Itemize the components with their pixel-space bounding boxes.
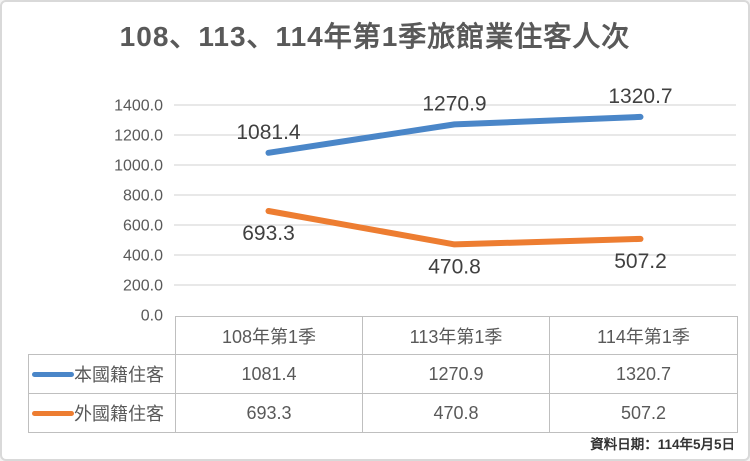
legend-cell-foreign: 外國籍住客 <box>28 393 176 433</box>
y-axis-tick-label: 1000.0 <box>114 158 163 175</box>
table-cell: 1320.7 <box>549 354 738 394</box>
column-header: 113年第1季 <box>362 316 550 355</box>
y-axis-tick-label: 400.0 <box>123 248 163 265</box>
series1-label: 本國籍住客 <box>74 365 164 385</box>
series-line <box>265 113 644 156</box>
y-axis-tick-label: 200.0 <box>123 278 163 295</box>
table-header-row: 108年第1季 113年第1季 114年第1季 <box>29 316 738 355</box>
table-cell: 693.3 <box>175 393 363 433</box>
data-label: 507.2 <box>614 250 667 273</box>
data-label: 1081.4 <box>236 121 301 144</box>
table-row: 本國籍住客 1081.4 1270.9 1320.7 <box>28 354 738 394</box>
table-cell: 507.2 <box>549 393 738 433</box>
data-label: 470.8 <box>428 255 481 278</box>
series2-legend-line-icon <box>32 410 74 416</box>
table-cell: 470.8 <box>362 393 550 433</box>
column-header: 108年第1季 <box>175 316 363 355</box>
table-cell: 1081.4 <box>175 354 363 394</box>
y-axis-tick-label: 1400.0 <box>114 98 163 115</box>
data-date-note: 資料日期：114年5月5日 <box>590 437 735 452</box>
column-header: 114年第1季 <box>549 316 738 355</box>
data-label: 693.3 <box>242 222 295 245</box>
table-corner-empty <box>29 317 176 355</box>
chart-title: 108、113、114年第1季旅館業住客人次 <box>119 21 631 52</box>
series-line <box>265 208 644 248</box>
y-axis-tick-label: 1200.0 <box>114 128 163 145</box>
table-cell: 1270.9 <box>362 354 550 394</box>
y-axis-tick-label: 600.0 <box>123 218 163 235</box>
y-axis-tick-label: 800.0 <box>123 188 163 205</box>
series1-legend-line-icon <box>32 371 74 377</box>
data-label: 1320.7 <box>608 85 672 108</box>
legend-cell-domestic: 本國籍住客 <box>28 354 176 394</box>
series2-label: 外國籍住客 <box>74 404 164 424</box>
data-label: 1270.9 <box>422 92 486 115</box>
table-row: 外國籍住客 693.3 470.8 507.2 <box>28 393 738 433</box>
data-table: 108年第1季 113年第1季 114年第1季 本國籍住客 1081.4 127… <box>28 316 738 433</box>
